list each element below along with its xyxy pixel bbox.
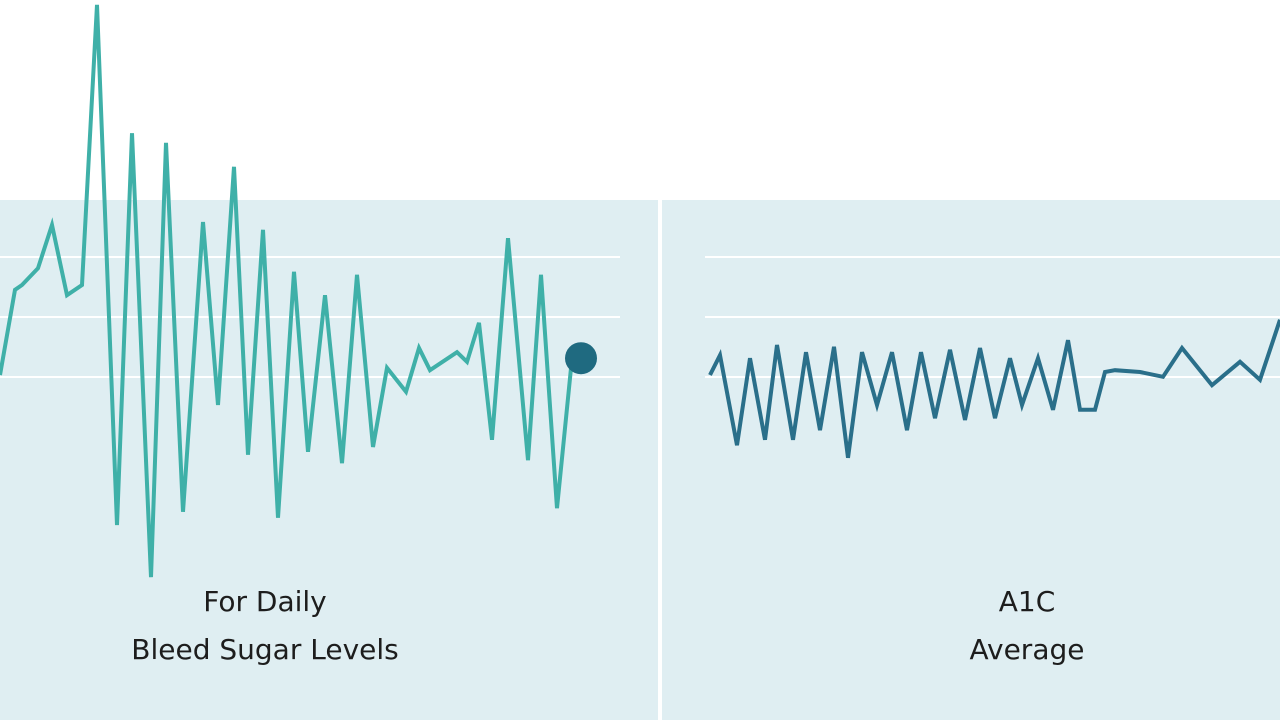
- chart-subtitle: Bleed Sugar Levels: [131, 633, 398, 666]
- series-line: [708, 319, 1280, 459]
- last-point: [565, 342, 597, 375]
- chart-title: For Daily: [203, 585, 327, 618]
- series-line: [0, 4, 574, 578]
- chart-title: A1C: [999, 585, 1056, 618]
- chart-subtitle: Average: [970, 633, 1085, 666]
- right-panel: [662, 200, 1280, 720]
